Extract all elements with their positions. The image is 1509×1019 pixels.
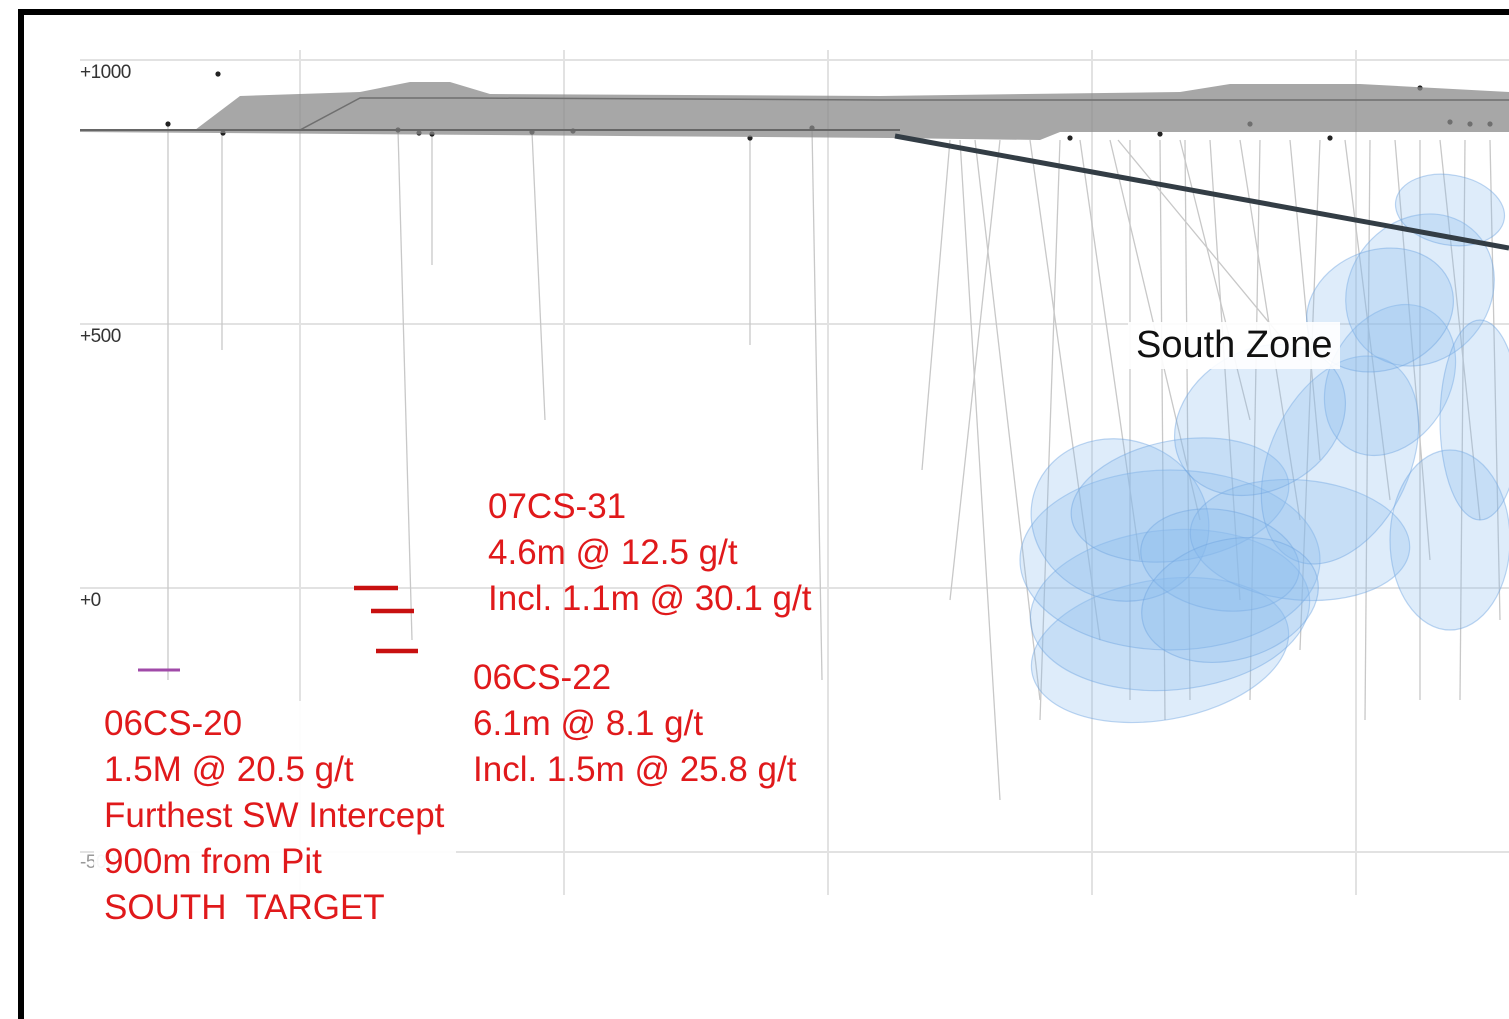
collar-point bbox=[1157, 131, 1163, 137]
drillhole-trace bbox=[1394, 139, 1431, 561]
ore-body-shell bbox=[1394, 173, 1506, 247]
ore-body-shell bbox=[1189, 478, 1411, 602]
drillhole-trace bbox=[1364, 139, 1371, 721]
callout-06cs-20-hole-id: 06CS-20 bbox=[104, 704, 243, 743]
drillhole-trace bbox=[1459, 139, 1466, 701]
callout-06cs-20-distance: 900m from Pit bbox=[104, 842, 322, 881]
elevation-label-1000: +1000 bbox=[80, 62, 131, 83]
drillhole-trace bbox=[1289, 139, 1321, 461]
callout-06cs-20-note: Furthest SW Intercept bbox=[104, 796, 445, 835]
drillhole-trace bbox=[1039, 139, 1061, 721]
callout-06cs-20-target: SOUTH TARGET bbox=[104, 888, 385, 927]
drillhole-trace bbox=[1159, 139, 1166, 721]
drillhole-trace bbox=[811, 127, 823, 681]
topography-fill bbox=[80, 82, 1509, 140]
topography-surface bbox=[80, 82, 1509, 140]
ore-body-shell bbox=[1260, 355, 1420, 565]
drillhole-trace bbox=[1029, 139, 1101, 641]
callout-07cs-31: 07CS-31 4.6m @ 12.5 g/t Incl. 1.1m @ 30.… bbox=[488, 484, 811, 622]
topography-ridge bbox=[299, 97, 1509, 131]
callout-07cs-31-intercept: 4.6m @ 12.5 g/t bbox=[488, 533, 738, 572]
ore-body-shell bbox=[1029, 528, 1311, 692]
drillhole-trace bbox=[1344, 139, 1391, 501]
callout-07cs-31-hole-id: 07CS-31 bbox=[488, 487, 627, 526]
intercept-markers bbox=[138, 585, 418, 672]
drillhole-trace bbox=[1439, 139, 1481, 521]
ore-body-shell bbox=[1345, 213, 1495, 367]
drillhole-trace bbox=[1184, 139, 1191, 701]
elevation-label-500: +500 bbox=[80, 326, 121, 347]
drillhole-trace bbox=[959, 139, 1001, 801]
drillhole-trace bbox=[1489, 139, 1501, 621]
collar-point bbox=[1067, 135, 1073, 141]
ore-body-shell bbox=[1070, 437, 1290, 563]
callout-06cs-22-including: Incl. 1.5m @ 25.8 g/t bbox=[473, 750, 797, 789]
drillhole-trace bbox=[1179, 139, 1251, 421]
ore-body-shell bbox=[1141, 536, 1319, 664]
ore-body-shell bbox=[1030, 576, 1290, 724]
ore-body-shell bbox=[1439, 319, 1509, 521]
drillhole-trace bbox=[1249, 139, 1261, 701]
drillhole-trace bbox=[921, 139, 951, 471]
south-zone-label: South Zone bbox=[1128, 322, 1341, 369]
callout-07cs-31-including: Incl. 1.1m @ 30.1 g/t bbox=[488, 579, 812, 618]
collar-point bbox=[215, 71, 221, 77]
callout-06cs-22-hole-id: 06CS-22 bbox=[473, 658, 612, 697]
ore-body-shell bbox=[1030, 438, 1210, 602]
callout-06cs-20-intercept: 1.5M @ 20.5 g/t bbox=[104, 750, 354, 789]
drillhole-trace bbox=[1209, 139, 1241, 601]
collar-point bbox=[1327, 135, 1333, 141]
fault-line bbox=[894, 133, 1509, 251]
drillhole-trace bbox=[974, 139, 1041, 701]
ore-body-shell bbox=[1389, 449, 1509, 631]
drillhole-trace bbox=[949, 139, 1001, 601]
drillhole-trace bbox=[1299, 139, 1321, 651]
south-zone-ore-body bbox=[1019, 173, 1509, 724]
callout-06cs-22: 06CS-22 6.1m @ 8.1 g/t Incl. 1.5m @ 25.8… bbox=[473, 655, 796, 793]
callout-06cs-20: 06CS-20 1.5M @ 20.5 g/t Furthest SW Inte… bbox=[94, 701, 457, 939]
elevation-label-0: +0 bbox=[80, 590, 101, 611]
ore-body-shell bbox=[1140, 508, 1300, 612]
collar-point bbox=[165, 121, 171, 127]
drillhole-trace bbox=[397, 129, 413, 641]
callout-06cs-22-intercept: 6.1m @ 8.1 g/t bbox=[473, 704, 704, 743]
drillhole-trace bbox=[531, 131, 546, 421]
ore-body-shell bbox=[1019, 469, 1321, 651]
